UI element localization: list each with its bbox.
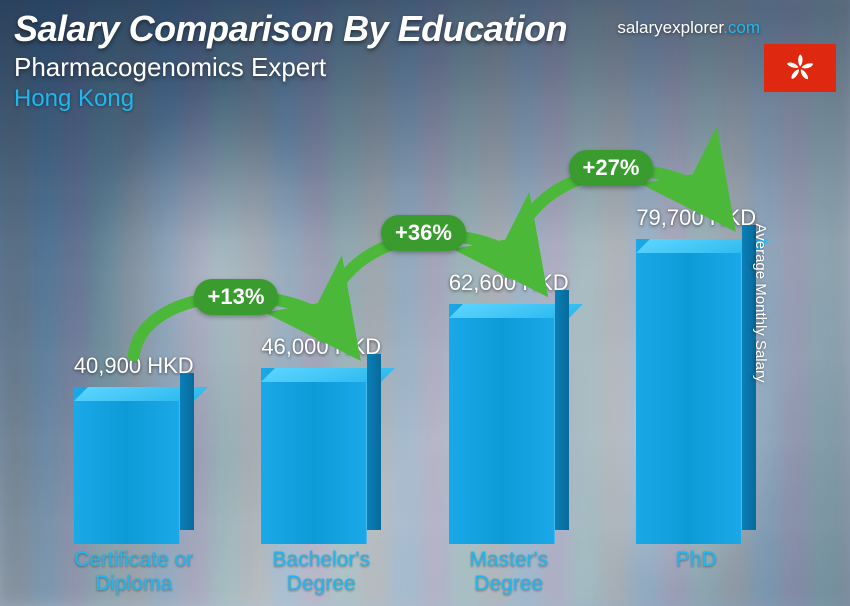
page-subtitle: Pharmacogenomics Expert <box>14 52 836 83</box>
x-axis-label: PhD <box>606 548 786 596</box>
chart-area: 40,900 HKD 46,000 HKD 62,600 HKD 79,700 … <box>40 140 790 596</box>
bar-group: 40,900 HKD <box>44 353 224 544</box>
bar-group: 62,600 HKD <box>419 270 599 544</box>
bar-value-label: 79,700 HKD <box>636 205 756 231</box>
bar-value-label: 46,000 HKD <box>261 334 381 360</box>
bars-container: 40,900 HKD 46,000 HKD 62,600 HKD 79,700 … <box>40 140 790 544</box>
bar-3d <box>636 239 756 544</box>
bar-front-face <box>636 239 742 544</box>
bar-front-face <box>261 368 367 544</box>
bar-side-face <box>180 373 194 530</box>
x-axis-label: Certificate orDiploma <box>44 548 224 596</box>
increment-badge: +27% <box>569 150 654 186</box>
header: Salary Comparison By Education Pharmacog… <box>14 8 836 113</box>
bar-front-face <box>74 387 180 544</box>
y-axis-label: Average Monthly Salary <box>752 224 769 383</box>
bar-3d <box>449 304 569 544</box>
bar-3d <box>261 368 381 544</box>
bar-side-face <box>367 354 381 530</box>
bar-group: 46,000 HKD <box>231 334 411 544</box>
x-axis-label: Bachelor'sDegree <box>231 548 411 596</box>
bar-front-face <box>449 304 555 544</box>
x-axis-label: Master'sDegree <box>419 548 599 596</box>
bar-value-label: 40,900 HKD <box>74 353 194 379</box>
bar-side-face <box>555 290 569 530</box>
increment-badge: +36% <box>381 215 466 251</box>
bar-3d <box>74 387 194 544</box>
bar-value-label: 62,600 HKD <box>449 270 569 296</box>
x-labels-container: Certificate orDiplomaBachelor'sDegreeMas… <box>40 548 790 596</box>
page-location: Hong Kong <box>14 85 836 113</box>
page-title: Salary Comparison By Education <box>14 8 836 50</box>
increment-badge: +13% <box>194 279 279 315</box>
